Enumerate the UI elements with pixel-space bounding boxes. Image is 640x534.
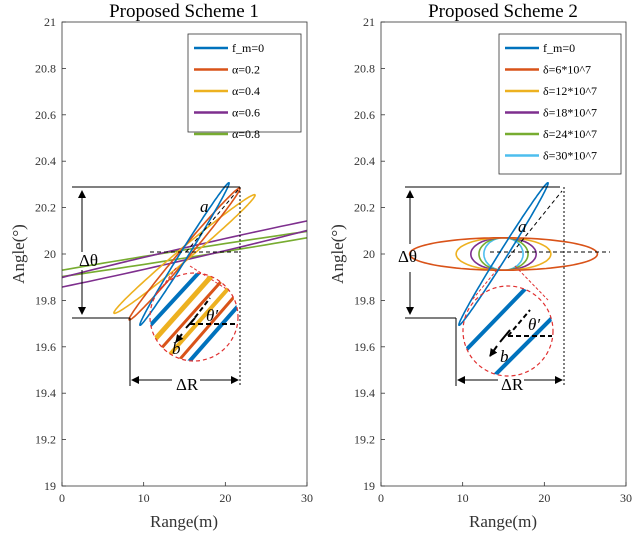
label-b: b	[172, 339, 181, 358]
label-b: b	[500, 347, 509, 366]
series-curve-4	[478, 237, 529, 271]
legend-label: α=0.6	[232, 106, 260, 120]
x-tick-label: 10	[457, 491, 469, 505]
y-axis-label: Angle(°)	[9, 224, 28, 284]
y-tick-label: 19	[44, 479, 56, 493]
y-tick-label: 21	[44, 15, 56, 29]
delta-r-label: ΔR	[176, 375, 199, 394]
major-axis-dashed	[507, 190, 563, 259]
x-tick-label: 20	[538, 491, 550, 505]
label-theta-prime: θ′	[528, 315, 540, 334]
zoom-circle	[462, 285, 554, 377]
y-tick-label: 20.2	[354, 201, 375, 215]
x-tick-label: 30	[301, 491, 313, 505]
delta-r-label: ΔR	[501, 375, 524, 394]
panel-scheme-1: Proposed Scheme 1 0 10 20 30 19 19.2 19.4 19.6 1…	[9, 1, 313, 531]
delta-theta-text: Δθ	[79, 251, 98, 270]
legend-label: δ=24*10^7	[543, 127, 597, 141]
zoom-inset	[150, 273, 238, 361]
series-curve-5	[483, 237, 524, 271]
annotations: Δθ ΔR a θ′	[72, 186, 241, 394]
y-tick-label: 20.8	[354, 61, 375, 75]
y-tick-label: 19.2	[35, 433, 56, 447]
series-curves	[62, 182, 307, 326]
plot-area	[408, 182, 599, 326]
label-a: a	[200, 197, 209, 216]
x-tick-label: 20	[219, 491, 231, 505]
y-tick-label: 20.6	[35, 108, 56, 122]
y-tick-label: 20.4	[35, 154, 56, 168]
legend-label: δ=6*10^7	[543, 63, 591, 77]
x-tick-label: 0	[378, 491, 384, 505]
series-curves	[408, 182, 599, 326]
x-tick-label: 10	[138, 491, 150, 505]
tick-labels: 0 10 20 30 19 19.2 19.4 19.6 19.8 20 20.2 20.4 20.6 2…	[35, 15, 313, 505]
tick-labels: 0 10 20 30 19 19.2 19.4 19.6 19.8 20 20.2 20.4 20.6 2…	[354, 15, 632, 505]
series-curve-2	[455, 237, 552, 271]
y-tick-label: 19.6	[354, 340, 375, 354]
y-tick-label: 19.4	[354, 386, 375, 400]
legend-label: f_m=0	[232, 41, 264, 55]
series-curve-3	[62, 220, 307, 288]
x-tick-label: 30	[620, 491, 632, 505]
zoom-circle	[149, 272, 239, 362]
y-tick-label: 19.6	[35, 340, 56, 354]
legend-label: α=0.4	[232, 84, 260, 98]
label-theta-prime: θ′	[206, 306, 218, 325]
y-tick-label: 19.8	[35, 293, 56, 307]
label-a: a	[518, 217, 527, 236]
legend-label: δ=18*10^7	[543, 106, 597, 120]
y-tick-label: 20	[363, 247, 375, 261]
chart-title: Proposed Scheme 2	[428, 1, 578, 22]
annotations: Δθ ΔR a θ′ b	[398, 186, 610, 394]
x-tick-label: 0	[59, 491, 65, 505]
x-axis-label: Range(m)	[150, 512, 218, 531]
series-curve-1	[128, 187, 241, 321]
legend: f_m=0 α=0.2 α=0.4 α=0.6 α=0.8	[187, 33, 302, 141]
series-curve-2	[113, 193, 256, 315]
y-tick-label: 20.2	[35, 201, 56, 215]
zoom-inset	[464, 286, 553, 376]
y-tick-label: 19.8	[354, 293, 375, 307]
series-curve-1	[408, 237, 599, 271]
legend-label: α=0.8	[232, 127, 260, 141]
series-curve-0	[139, 182, 230, 326]
series-curve-3	[469, 237, 538, 271]
panel-scheme-2: Proposed Scheme 2 0 10 20 30 19 19.2 19.4 19.6 1…	[328, 1, 632, 531]
y-tick-label: 19	[363, 479, 375, 493]
y-tick-label: 20.6	[354, 108, 375, 122]
legend-label: α=0.2	[232, 63, 260, 77]
y-tick-label: 19.4	[35, 386, 56, 400]
legend: f_m=0 δ=6*10^7 δ=12*10^7 δ=18*10^7 δ=24*10^7…	[498, 33, 622, 175]
delta-theta-label: Δθ	[79, 251, 98, 270]
delta-theta-label: Δθ	[398, 247, 417, 266]
y-tick-label: 20.4	[354, 154, 375, 168]
series-curve-0	[458, 182, 549, 326]
y-tick-label: 19.2	[354, 433, 375, 447]
y-tick-label: 21	[363, 15, 375, 29]
legend-label: δ=12*10^7	[543, 84, 597, 98]
y-tick-label: 20	[44, 247, 56, 261]
series-curve-4	[62, 230, 307, 278]
x-axis-label: Range(m)	[469, 512, 537, 531]
legend-label: f_m=0	[543, 41, 575, 55]
y-tick-label: 20.8	[35, 61, 56, 75]
y-axis-label: Angle(°)	[328, 224, 347, 284]
chart-title: Proposed Scheme 1	[109, 1, 259, 22]
legend-label: δ=30*10^7	[543, 149, 597, 163]
plot-area	[62, 182, 307, 326]
